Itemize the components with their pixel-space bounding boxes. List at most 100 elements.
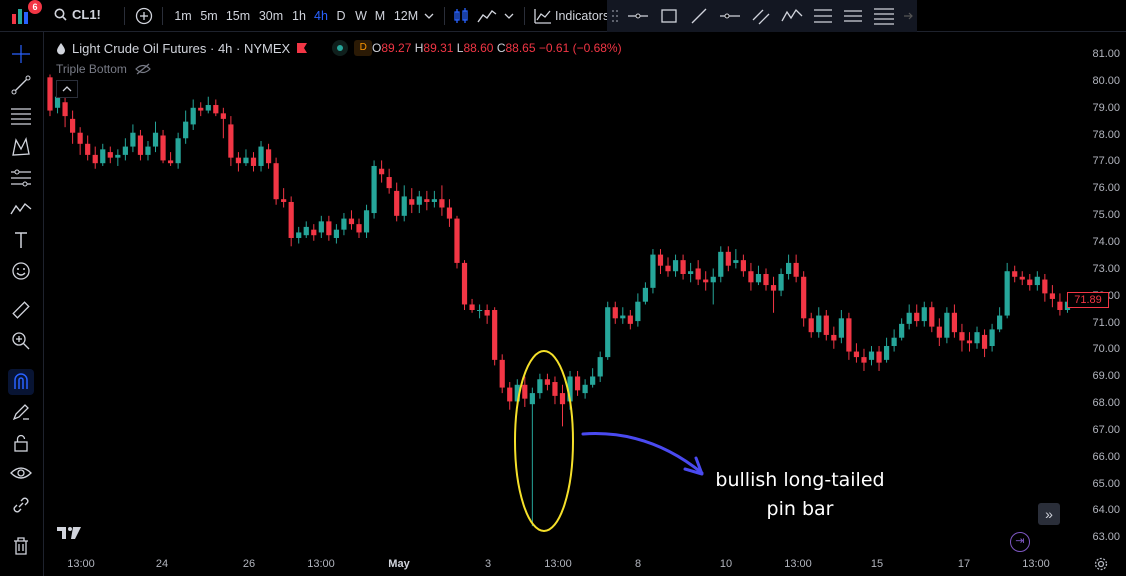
price-chart[interactable] — [45, 33, 1081, 551]
indicator-legend-row[interactable]: Triple Bottom — [56, 62, 151, 76]
pin-bar-highlight-ellipse — [514, 350, 574, 532]
interval-dropdown-button[interactable] — [422, 5, 436, 27]
indicators-button[interactable]: Indicators — [555, 9, 610, 23]
time-tick-label: 13:00 — [784, 558, 812, 570]
interval-w[interactable]: W — [355, 9, 367, 23]
forecast-icon[interactable] — [8, 165, 34, 191]
candle-body — [883, 346, 890, 360]
candle-body — [831, 334, 837, 341]
horizontal-line-tool-icon[interactable] — [626, 3, 651, 29]
candle-body — [1049, 293, 1055, 299]
trend-line-icon[interactable] — [8, 72, 34, 98]
ruler-icon[interactable] — [8, 297, 34, 323]
toolbar-divider — [524, 7, 525, 25]
fib-icon[interactable] — [8, 103, 34, 129]
drag-handle-icon[interactable] — [610, 3, 620, 29]
crosshair-icon[interactable] — [8, 41, 34, 67]
symbol-search[interactable]: CL1! — [54, 7, 101, 22]
candle-body — [725, 251, 731, 266]
magnet-icon[interactable] — [8, 369, 34, 395]
candle-body — [431, 199, 437, 202]
candle-body — [703, 279, 709, 283]
price-axis[interactable]: 81.00 80.00 79.00 78.00 77.00 76.00 75.00 74.00… — [1081, 33, 1126, 551]
candle-body — [379, 168, 385, 175]
toolbar-divider — [162, 7, 163, 25]
fib-retracement-tool-icon[interactable] — [810, 3, 835, 29]
candle-body — [183, 121, 189, 139]
candle-body — [665, 265, 671, 272]
time-tick-label: 10 — [719, 558, 733, 570]
candle-body — [62, 102, 68, 117]
horizontal-ray-tool-icon[interactable] — [718, 3, 743, 29]
candle-body — [476, 310, 483, 312]
arrow-right-icon[interactable] — [903, 3, 914, 29]
price-tick-label: 73.00 — [1092, 262, 1120, 275]
interval-m[interactable]: M — [374, 9, 386, 23]
notification-badge: 6 — [28, 0, 42, 14]
candle-body — [899, 323, 905, 338]
candle-body — [966, 340, 973, 344]
candle-body — [650, 254, 656, 288]
candle-body — [770, 285, 777, 291]
lock-icon[interactable] — [8, 430, 34, 456]
line-chart-type-button[interactable] — [476, 5, 498, 27]
flag-icon[interactable] — [296, 42, 308, 54]
scroll-to-realtime-button[interactable]: » — [1038, 503, 1060, 525]
candle-body — [680, 260, 686, 274]
candle-body — [484, 310, 490, 316]
candle-body — [288, 201, 294, 238]
candle-body — [1012, 271, 1018, 277]
eye-icon[interactable] — [8, 460, 34, 486]
candle-body — [70, 118, 76, 133]
price-tick-label: 74.00 — [1092, 235, 1120, 248]
interval-1h[interactable]: 1h — [292, 9, 306, 23]
compare-symbol-button[interactable] — [133, 5, 155, 27]
interval-30m[interactable]: 30m — [258, 9, 284, 23]
interval-4h[interactable]: 4h — [314, 9, 328, 23]
stay-in-drawing-mode-icon[interactable] — [8, 399, 34, 425]
trend-line-tool-icon[interactable] — [687, 3, 712, 29]
candle-body — [944, 312, 950, 338]
interval-1m[interactable]: 1m — [174, 9, 192, 23]
link-icon[interactable] — [8, 492, 34, 518]
chart-type-dropdown-button[interactable] — [502, 5, 516, 27]
interval-d[interactable]: D — [336, 9, 346, 23]
more-tools-icon[interactable] — [872, 3, 897, 29]
candle-body — [620, 315, 626, 319]
indicator-name: Triple Bottom — [56, 62, 127, 76]
text-icon[interactable] — [8, 227, 34, 253]
candle-body — [507, 387, 513, 402]
trash-icon[interactable] — [8, 533, 34, 559]
replay-icon[interactable]: ⇥ — [1010, 532, 1030, 552]
candle-body — [868, 351, 875, 360]
candle-body — [816, 315, 822, 333]
rectangle-tool-icon[interactable] — [656, 3, 681, 29]
candle-body — [318, 221, 324, 233]
candle-body — [137, 135, 144, 155]
settings-gear-icon[interactable] — [1094, 557, 1108, 576]
parallel-channel-tool-icon[interactable] — [749, 3, 774, 29]
tradingview-logo-icon[interactable] — [56, 526, 82, 545]
zoom-in-icon[interactable] — [8, 328, 34, 354]
candles-chart-type-button[interactable] — [450, 5, 472, 27]
xabcd-pattern-tool-icon[interactable] — [779, 3, 804, 29]
interval-5m[interactable]: 5m — [200, 9, 218, 23]
time-axis[interactable]: 13:00 24 26 13:00 May 3 13:00 8 10 13:00 15 17 13:00 — [45, 552, 1081, 576]
legend-collapse-button[interactable] — [56, 80, 78, 98]
candle-body — [801, 276, 807, 319]
emoji-icon[interactable] — [8, 258, 34, 284]
candle-body — [107, 152, 113, 158]
candle-body — [936, 326, 942, 338]
candle-body — [394, 190, 400, 216]
plus-circle-icon — [135, 7, 153, 25]
interval-15m[interactable]: 15m — [225, 9, 251, 23]
candle-body — [228, 124, 234, 158]
interval-12m[interactable]: 12M — [393, 9, 419, 23]
candle-body — [371, 165, 377, 214]
pattern-icon[interactable] — [8, 134, 34, 160]
app-logo-icon[interactable] — [10, 4, 34, 26]
eye-off-icon[interactable] — [135, 63, 151, 75]
candle-body — [175, 138, 181, 164]
gann-fan-tool-icon[interactable] — [841, 3, 866, 29]
brush-icon[interactable] — [8, 196, 34, 222]
